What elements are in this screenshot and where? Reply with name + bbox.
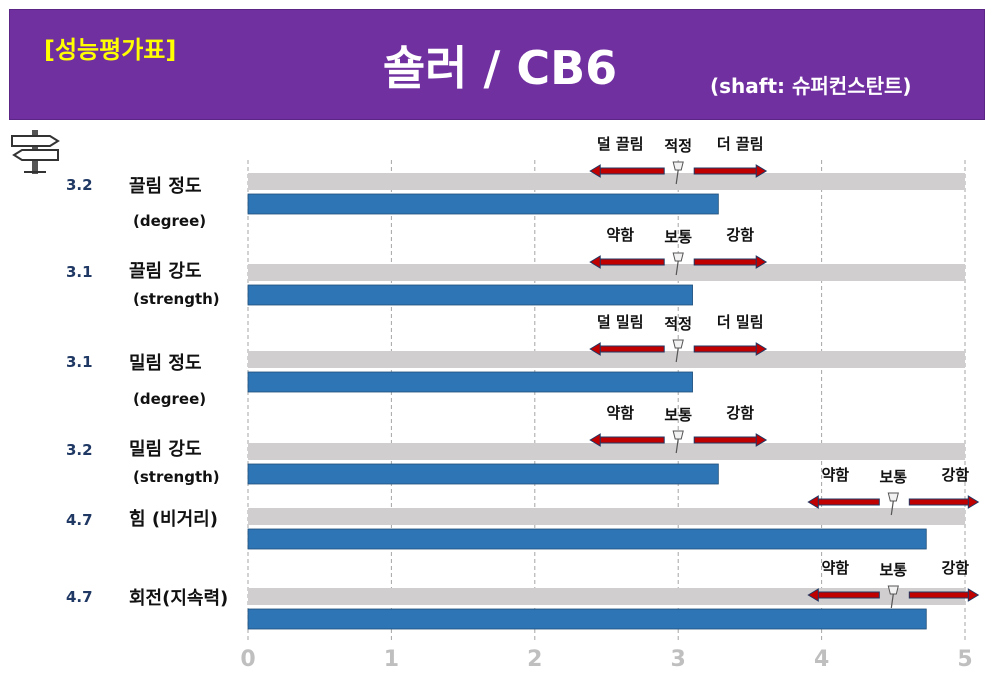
scale-left-label: 덜 끌림 [597, 135, 644, 153]
left-arrow [815, 498, 880, 506]
right-arrow [693, 436, 759, 444]
track-bar [248, 351, 965, 368]
page-title: 숄러 / CB6 [382, 41, 618, 95]
scale-right-label: 강함 [726, 404, 754, 422]
pushpin-icon [672, 161, 684, 171]
category-sublabel: (strength) [133, 468, 220, 486]
scale-right-label: 강함 [941, 466, 969, 484]
track-bar [248, 508, 965, 525]
category-sublabel: (strength) [133, 290, 220, 308]
left-arrow-head [589, 255, 601, 269]
scale-left-label: 약함 [821, 466, 849, 484]
score-value: 3.2 [66, 176, 93, 194]
scale-center-label: 보통 [664, 406, 692, 424]
track-bar [248, 173, 965, 190]
score-value: 3.1 [66, 353, 93, 371]
pushpin-needle [890, 500, 894, 516]
scale-center-label: 보통 [664, 228, 692, 246]
scale-left-label: 덜 밀림 [597, 313, 644, 331]
left-arrow-head [589, 342, 601, 356]
pushpin-needle [675, 169, 679, 185]
scale-center-label: 적정 [664, 137, 692, 155]
scale-right-label: 더 끌림 [717, 135, 764, 153]
score-value: 4.7 [66, 588, 93, 606]
shaft-subtitle: (shaft: 슈퍼컨스탄트) [710, 74, 912, 98]
left-arrow [597, 258, 665, 266]
x-tick-label: 5 [957, 647, 972, 672]
header-banner: [성능평가표] 숄러 / CB6 (shaft: 슈퍼컨스탄트) [9, 9, 985, 120]
scale-right-label: 더 밀림 [717, 313, 764, 331]
pushpin-needle [675, 260, 679, 276]
category-sublabel: (degree) [133, 390, 206, 408]
right-arrow [693, 345, 759, 353]
score-value: 3.2 [66, 441, 93, 459]
right-arrow-head [755, 342, 768, 356]
track-bar [248, 588, 965, 605]
left-arrow-head [589, 433, 601, 447]
scale-center-label: 보통 [879, 468, 907, 486]
x-tick-label: 1 [384, 647, 399, 672]
track-bar [248, 264, 965, 281]
x-tick-label: 0 [240, 647, 255, 672]
scale-right-label: 강함 [941, 559, 969, 577]
pushpin-icon [672, 252, 684, 262]
pushpin-needle [890, 593, 894, 609]
score-value: 3.1 [66, 263, 93, 281]
evaluation-badge: [성능평가표] [44, 36, 177, 64]
pushpin-icon [887, 492, 899, 502]
right-arrow [693, 258, 759, 266]
value-bar [247, 528, 927, 550]
left-arrow-head [807, 495, 819, 509]
left-arrow-head [807, 588, 819, 602]
scale-center-label: 적정 [664, 315, 692, 333]
value-bar [247, 371, 693, 393]
pushpin-icon [672, 430, 684, 440]
right-arrow-head [755, 433, 768, 447]
right-arrow-head [755, 255, 768, 269]
left-arrow-head [589, 164, 601, 178]
value-bar [247, 193, 719, 215]
x-tick-label: 4 [814, 647, 829, 672]
value-bar [247, 463, 719, 485]
value-bar [247, 284, 693, 306]
scale-left-label: 약함 [606, 404, 634, 422]
right-arrow-head [967, 588, 980, 602]
signpost-icon [11, 130, 60, 174]
category-label: 끌림 강도 [129, 261, 202, 282]
pushpin-needle [675, 347, 679, 363]
category-label: 회전(지속력) [129, 588, 228, 609]
track-bar [248, 443, 965, 460]
scale-center-label: 보통 [879, 561, 907, 579]
left-arrow [815, 591, 880, 599]
right-arrow [693, 167, 759, 175]
category-label: 끌림 정도 [129, 176, 202, 197]
value-bar [247, 608, 927, 630]
right-arrow [908, 591, 971, 599]
left-arrow [597, 345, 665, 353]
category-label: 힘 (비거리) [129, 509, 218, 530]
right-arrow-head [755, 164, 768, 178]
pushpin-icon [672, 339, 684, 349]
left-arrow [597, 436, 665, 444]
pushpin-needle [675, 438, 679, 454]
scale-left-label: 약함 [821, 559, 849, 577]
x-tick-label: 3 [671, 647, 686, 672]
category-label: 밀림 정도 [129, 353, 202, 374]
right-arrow-head [967, 495, 980, 509]
category-sublabel: (degree) [133, 212, 206, 230]
scale-left-label: 약함 [606, 226, 634, 244]
right-arrow [908, 498, 971, 506]
score-value: 4.7 [66, 511, 93, 529]
x-tick-label: 2 [527, 647, 542, 672]
left-arrow [597, 167, 665, 175]
pushpin-icon [887, 585, 899, 595]
scale-right-label: 강함 [726, 226, 754, 244]
category-label: 밀림 강도 [129, 439, 202, 460]
